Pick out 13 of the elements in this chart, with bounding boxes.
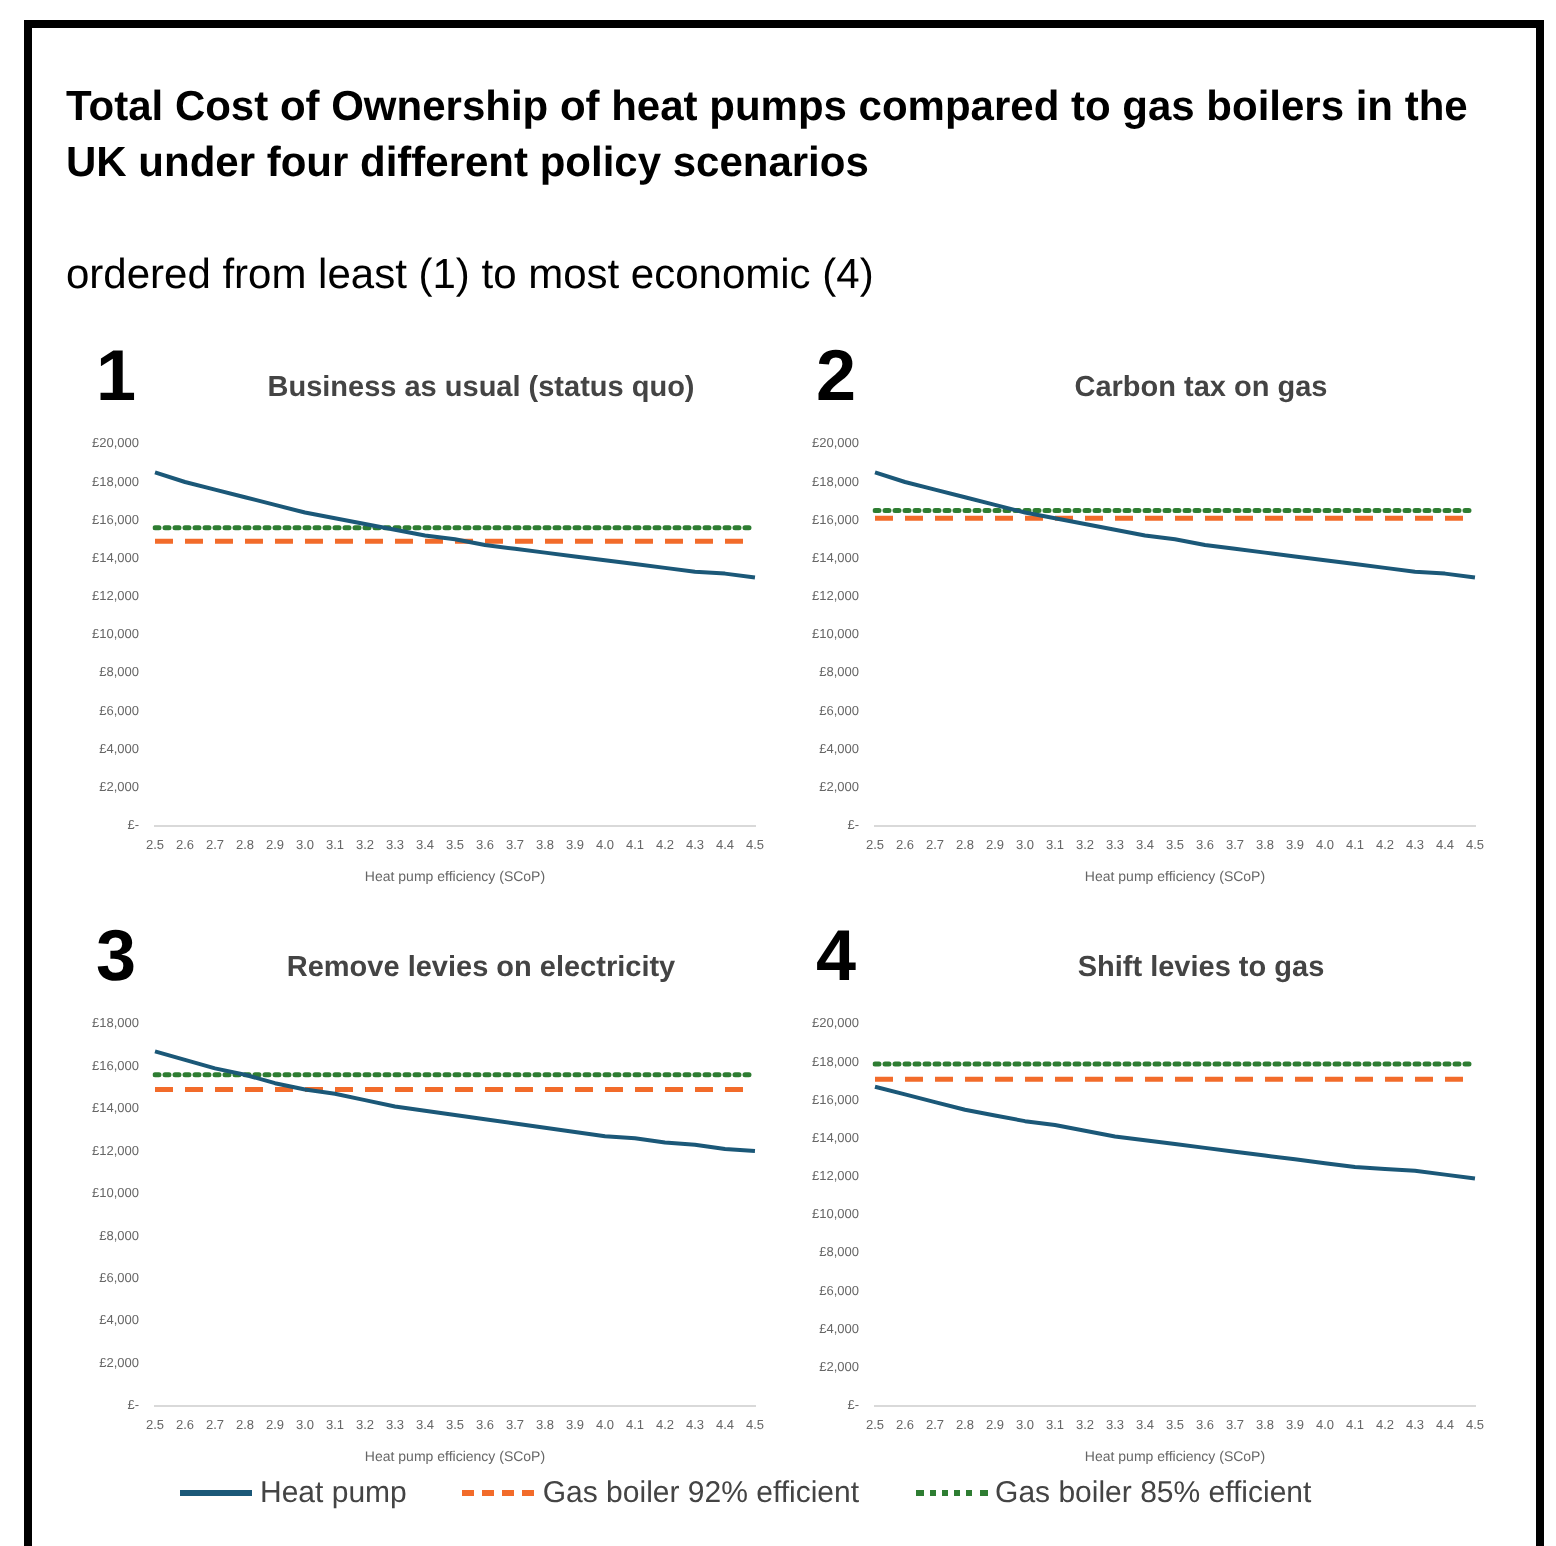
chart-title: Business as usual (status quo) [265,372,697,404]
legend-label: Gas boiler 92% efficient [542,1476,860,1510]
text: ordered from least (1) to most economic (4) [66,252,876,300]
text: 3 [96,914,137,996]
chart-title: Shift levies to gas [1075,952,1327,984]
chart-title: Carbon tax on gas [1072,372,1330,404]
text: 1 [96,334,137,416]
legend-label: Heat pump [260,1476,407,1510]
chart-title: Remove levies on electricity [284,952,678,984]
text: Total Cost of Ownership of heat pumps compared to gas boilers in the UK under four different policy scenarios [66,82,1470,190]
legend-label: Gas boiler 85% efficient [995,1476,1312,1510]
text: 2 [816,334,857,416]
text: 4 [816,914,857,996]
